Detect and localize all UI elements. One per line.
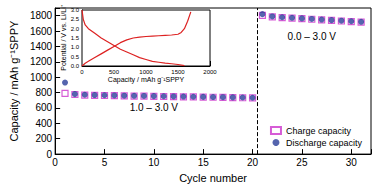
svg-text:Discharge capacity: Discharge capacity (286, 138, 363, 148)
svg-text:800: 800 (35, 87, 52, 98)
svg-text:400: 400 (35, 118, 52, 129)
svg-text:10: 10 (148, 157, 160, 168)
svg-text:1000: 1000 (139, 69, 153, 75)
svg-text:2.5: 2.5 (71, 16, 80, 22)
svg-text:Potential / V vs. Li/Li⁺: Potential / V vs. Li/Li⁺ (60, 4, 67, 70)
svg-text:Cycle number: Cycle number (179, 172, 247, 184)
svg-text:Capacity / mAh g⁻¹SPPY: Capacity / mAh g⁻¹SPPY (8, 20, 20, 141)
svg-text:5: 5 (102, 157, 108, 168)
svg-text:200: 200 (35, 133, 52, 144)
svg-text:2000: 2000 (203, 69, 217, 75)
svg-text:20: 20 (247, 157, 259, 168)
svg-text:2.0: 2.0 (71, 26, 80, 32)
svg-text:500: 500 (109, 69, 120, 75)
svg-text:1800: 1800 (30, 10, 53, 21)
svg-text:Charge capacity: Charge capacity (286, 126, 352, 136)
svg-text:25: 25 (296, 157, 308, 168)
svg-text:0: 0 (80, 69, 84, 75)
svg-text:1000: 1000 (30, 72, 53, 83)
svg-text:0: 0 (52, 157, 58, 168)
svg-text:1600: 1600 (30, 26, 53, 37)
svg-text:1400: 1400 (30, 41, 53, 52)
svg-text:600: 600 (35, 102, 52, 113)
svg-text:0.0: 0.0 (71, 63, 80, 69)
svg-text:15: 15 (198, 157, 210, 168)
svg-text:0.0 – 3.0 V: 0.0 – 3.0 V (288, 31, 337, 42)
svg-text:Capacity / mAh g⁻¹SPPY: Capacity / mAh g⁻¹SPPY (108, 76, 185, 84)
svg-text:1.5: 1.5 (71, 35, 80, 41)
svg-text:1200: 1200 (30, 56, 53, 67)
svg-text:0: 0 (46, 148, 53, 160)
svg-text:30: 30 (346, 157, 358, 168)
svg-text:3.0: 3.0 (71, 7, 80, 13)
svg-text:1500: 1500 (171, 69, 185, 75)
svg-text:1.0: 1.0 (71, 44, 80, 50)
svg-text:1.0 – 3.0 V: 1.0 – 3.0 V (130, 102, 179, 113)
svg-text:0.5: 0.5 (71, 54, 80, 60)
